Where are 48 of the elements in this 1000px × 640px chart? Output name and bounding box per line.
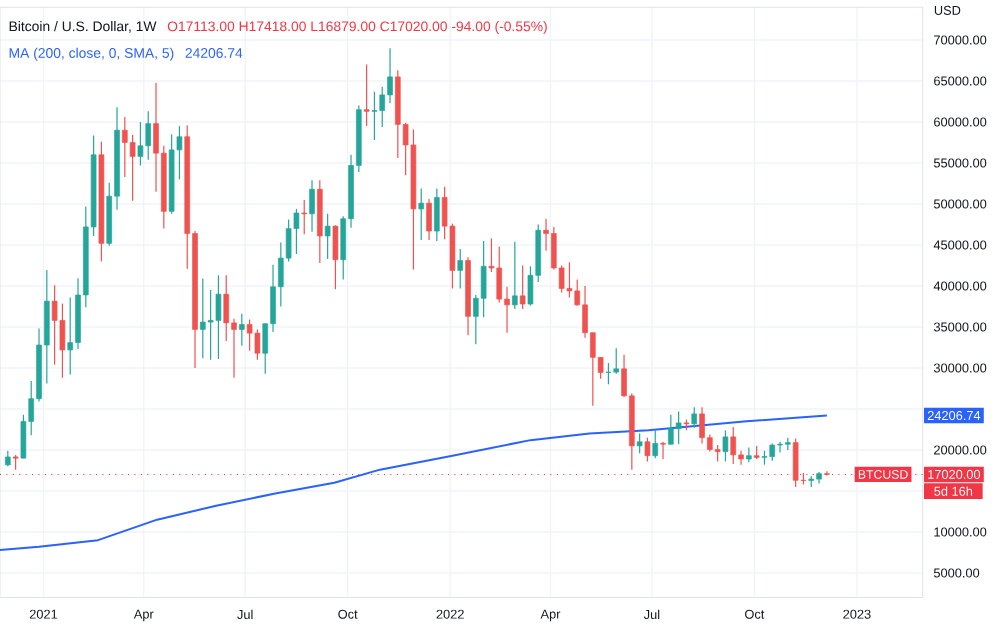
candlestick bbox=[668, 414, 674, 445]
candlestick bbox=[605, 362, 612, 385]
candlestick bbox=[145, 110, 152, 161]
candlestick bbox=[129, 134, 136, 202]
candlestick bbox=[792, 437, 799, 488]
candlestick bbox=[122, 116, 128, 178]
candlestick bbox=[480, 240, 487, 318]
candlestick bbox=[636, 432, 643, 454]
candlestick bbox=[363, 63, 370, 127]
candlestick bbox=[418, 187, 425, 241]
candlestick bbox=[434, 187, 440, 242]
candlestick bbox=[395, 69, 401, 159]
candlestick bbox=[652, 429, 659, 459]
candlestick bbox=[457, 248, 464, 290]
candlestick bbox=[566, 261, 573, 299]
candlestick bbox=[519, 264, 526, 310]
candlestick bbox=[293, 208, 300, 255]
candlestick bbox=[223, 274, 230, 342]
candlestick bbox=[512, 241, 518, 310]
candlestick bbox=[699, 406, 705, 445]
candlestick bbox=[691, 406, 698, 429]
candlestick bbox=[324, 213, 331, 260]
candlestick bbox=[246, 319, 253, 352]
candlestick bbox=[317, 179, 323, 264]
candlestick bbox=[59, 303, 66, 379]
candlestick bbox=[215, 274, 222, 360]
candlestick bbox=[730, 426, 737, 465]
candlestick bbox=[644, 437, 651, 463]
candlestick bbox=[239, 313, 245, 347]
candlestick bbox=[309, 179, 315, 233]
candlestick bbox=[660, 441, 666, 460]
candlestick bbox=[254, 328, 261, 361]
candlestick bbox=[613, 347, 620, 375]
candlestick bbox=[496, 246, 503, 303]
line-series bbox=[0, 414, 828, 552]
candlestick bbox=[371, 91, 378, 141]
candlestick bbox=[777, 441, 783, 454]
candlestick bbox=[301, 199, 308, 235]
candlestick bbox=[675, 410, 682, 445]
candlestick bbox=[51, 284, 58, 366]
candlestick bbox=[67, 296, 74, 376]
candlestick bbox=[207, 289, 214, 361]
candlestick bbox=[387, 47, 393, 104]
candlestick bbox=[722, 429, 729, 463]
candlestick bbox=[200, 278, 206, 359]
candlestick bbox=[426, 198, 432, 241]
candlestick bbox=[137, 121, 144, 167]
candlestick bbox=[332, 224, 339, 290]
